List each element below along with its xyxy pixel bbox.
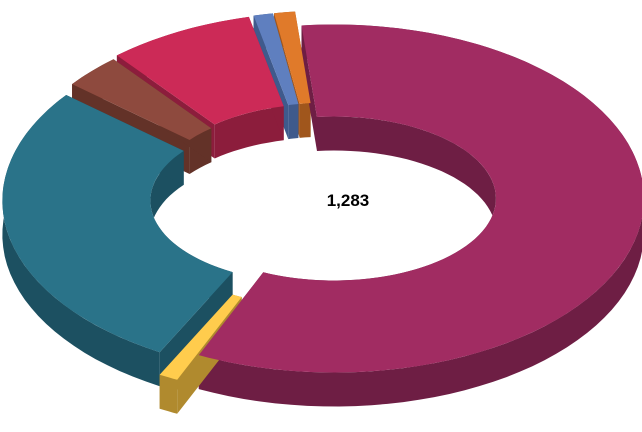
slice-2-outer-side	[2, 95, 160, 387]
slice-4-inner-side	[214, 106, 284, 159]
slice-4-top	[116, 16, 284, 125]
slice-6-top	[274, 11, 311, 104]
slice-0-cap-0	[301, 25, 317, 151]
slice-5-top	[253, 13, 299, 106]
slice-2-top	[2, 95, 233, 353]
slice-0-top	[198, 24, 642, 373]
slice-3-top	[72, 59, 212, 141]
slice-1-top	[159, 294, 242, 380]
center-total-label: 1,283	[327, 191, 370, 210]
slice-0-outer-side	[198, 24, 642, 407]
slice-tops	[2, 11, 642, 380]
